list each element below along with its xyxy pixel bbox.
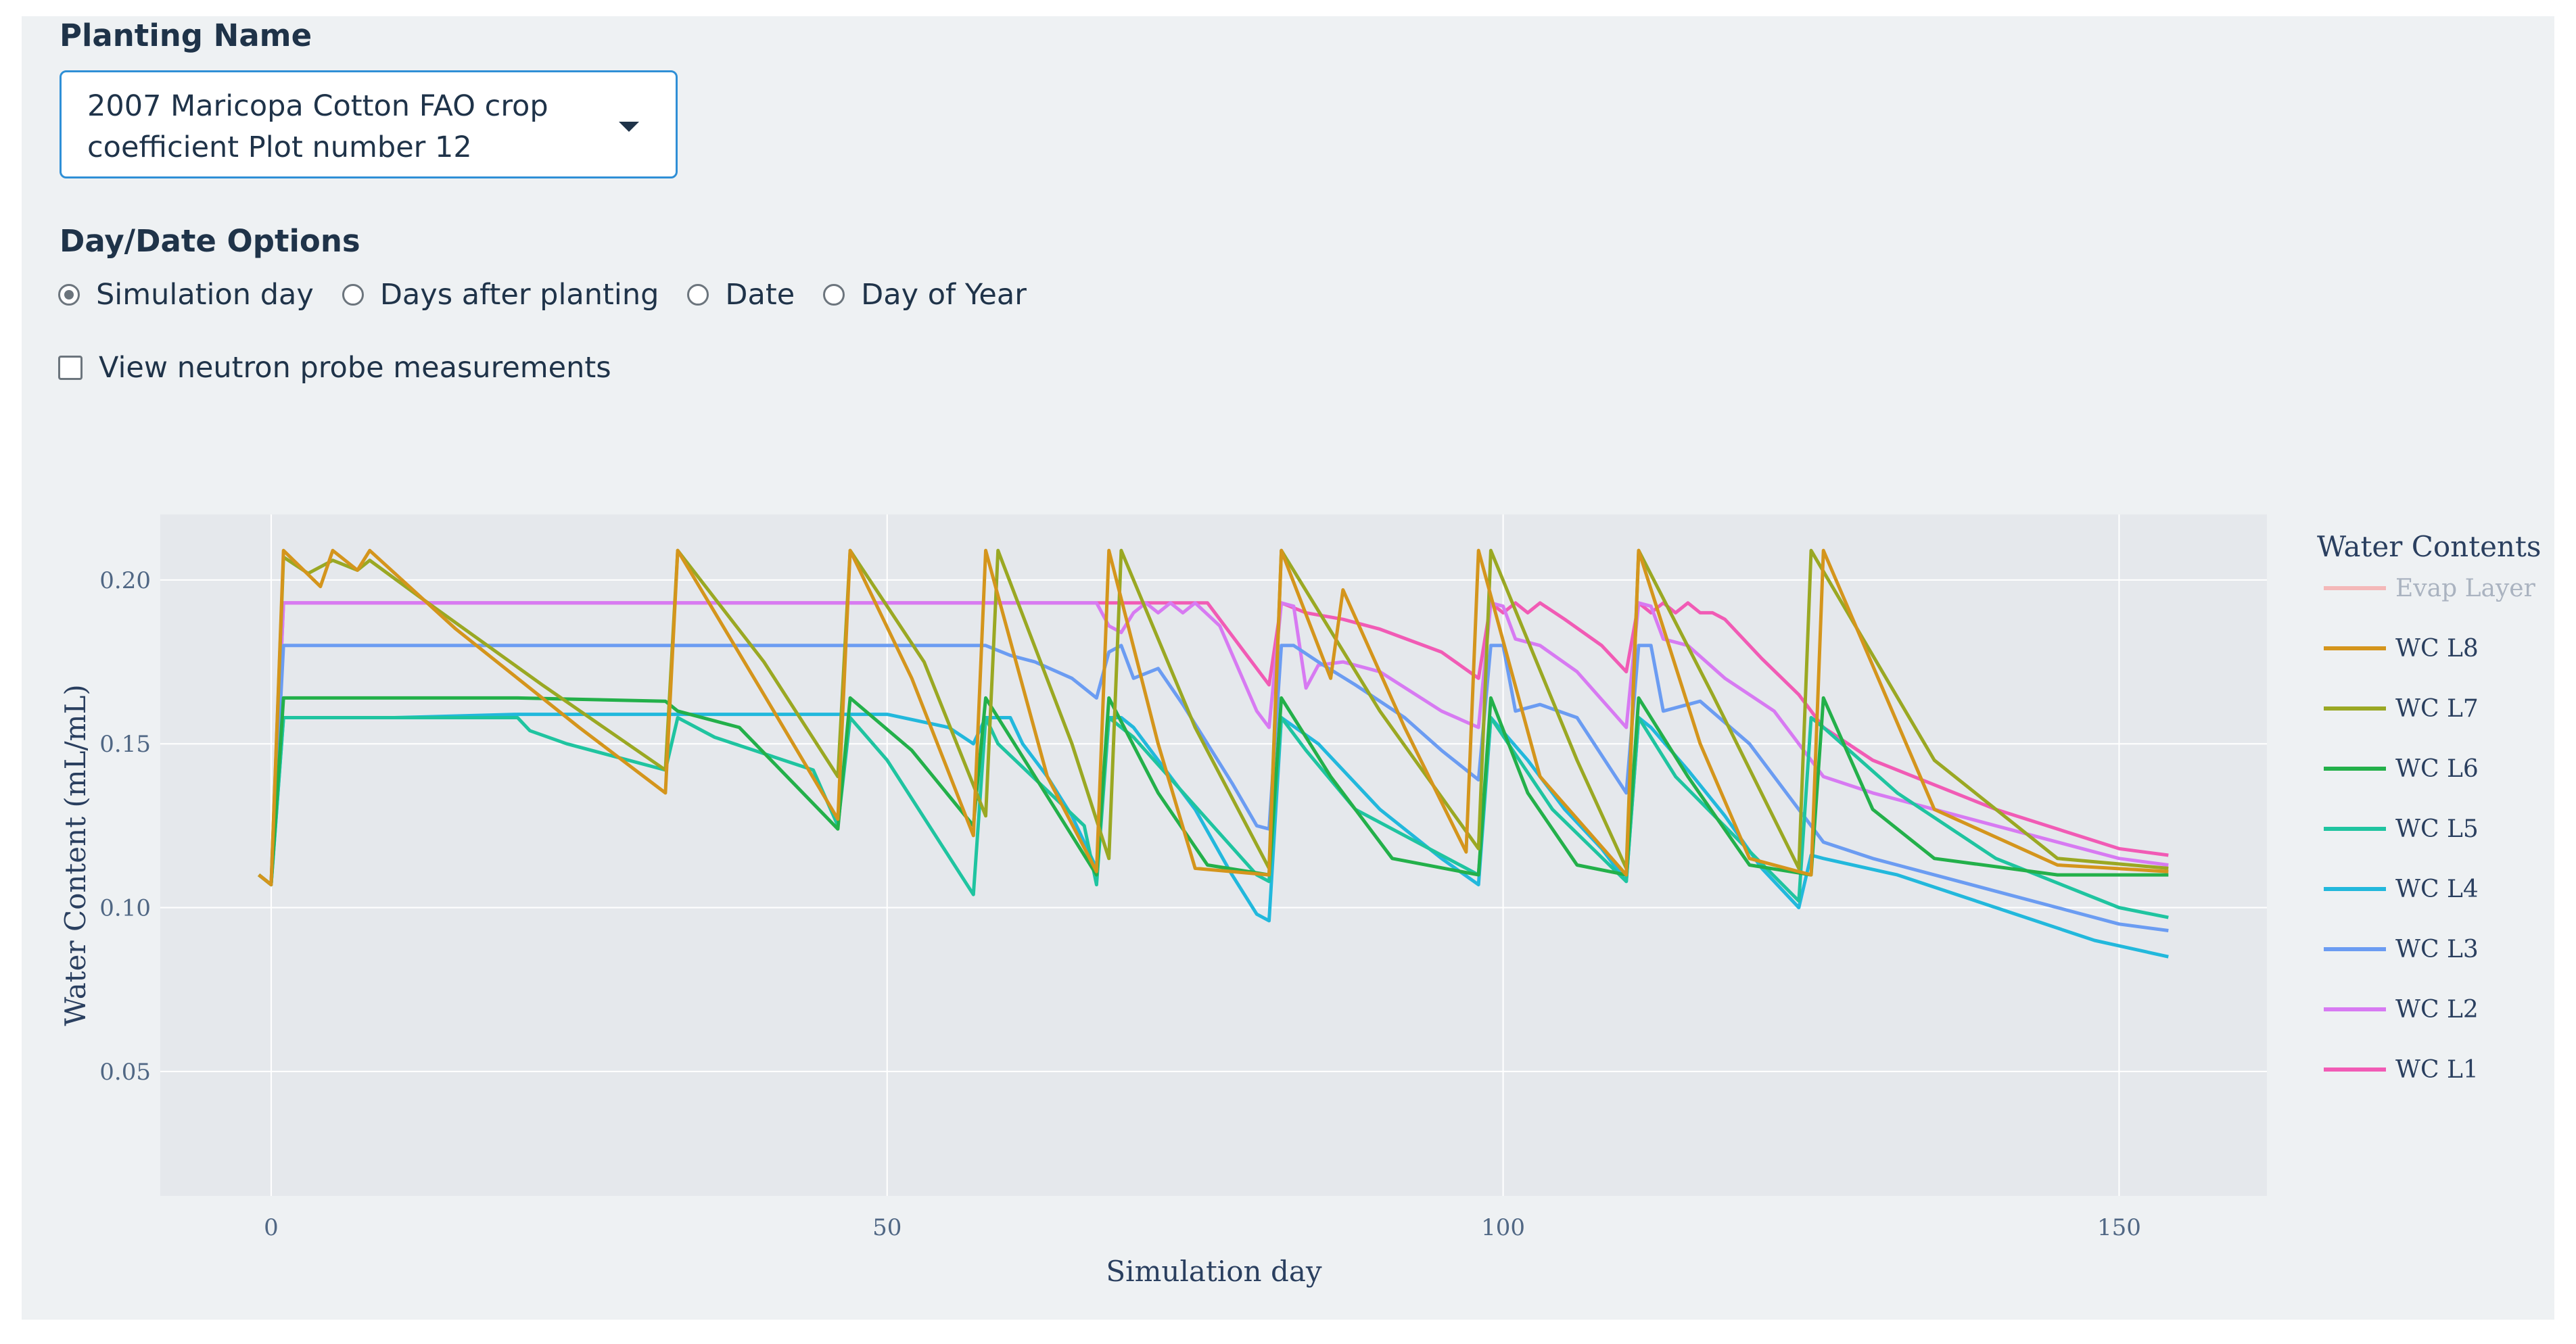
- x-tick-label: 150: [2097, 1214, 2141, 1241]
- legend-label: Evap Layer: [2395, 575, 2536, 602]
- series-lines: [258, 548, 2169, 959]
- radio-option-days-after-planting[interactable]: Days after planting: [342, 278, 659, 312]
- legend-item[interactable]: WC L2: [2324, 996, 2479, 1024]
- y-tick-label: 0.05: [99, 1059, 151, 1086]
- planting-name-label: Planting Name: [60, 18, 312, 53]
- legend-label: WC L2: [2395, 996, 2479, 1024]
- legend: Water Contents Evap Layer WC L8 WC L7 WC L6…: [2317, 530, 2541, 1084]
- planting-name-selected-value: 2007 Maricopa Cotton FAO crop coefficien…: [87, 89, 548, 164]
- y-axis-title: Water Content (mL/mL): [59, 684, 92, 1026]
- planting-name-dropdown[interactable]: 2007 Maricopa Cotton FAO crop coefficien…: [60, 70, 678, 178]
- x-tick-label: 50: [872, 1214, 901, 1241]
- x-axis-title: Simulation day: [1106, 1255, 1321, 1288]
- y-tick-label: 0.15: [99, 731, 151, 758]
- neutron-probe-label: View neutron probe measurements: [99, 351, 611, 385]
- radio-button[interactable]: [823, 284, 845, 306]
- legend-label: WC L5: [2395, 815, 2479, 843]
- radio-label: Simulation day: [96, 278, 314, 312]
- legend-label: WC L1: [2395, 1056, 2479, 1084]
- x-tick-label: 0: [264, 1214, 279, 1241]
- legend-label: WC L7: [2395, 695, 2479, 723]
- series-line-wc-l6: [258, 696, 2169, 887]
- legend-item[interactable]: WC L3: [2324, 936, 2479, 963]
- legend-item[interactable]: WC L5: [2324, 815, 2479, 843]
- legend-label: WC L4: [2395, 875, 2479, 903]
- radio-label: Date: [725, 278, 795, 312]
- chevron-down-icon[interactable]: [619, 122, 639, 132]
- axes: 0 50 100 150 0.05 0.10 0.15 0.20: [99, 567, 2141, 1241]
- y-tick-label: 0.20: [99, 567, 151, 594]
- legend-label: WC L3: [2395, 936, 2479, 963]
- series-line-wc-l4: [258, 713, 2169, 959]
- day-date-radio-group: Simulation day Days after planting Date …: [58, 274, 1055, 315]
- radio-button[interactable]: [58, 284, 80, 306]
- plot-area: [160, 514, 2267, 1196]
- series-line-wc-l3: [258, 644, 2169, 932]
- radio-option-day-of-year[interactable]: Day of Year: [823, 278, 1027, 312]
- legend-item[interactable]: WC L4: [2324, 875, 2479, 903]
- neutron-probe-checkbox[interactable]: [58, 356, 83, 380]
- neutron-probe-option[interactable]: View neutron probe measurements: [58, 347, 611, 388]
- legend-item[interactable]: WC L1: [2324, 1056, 2479, 1084]
- legend-label: WC L8: [2395, 635, 2479, 663]
- radio-button[interactable]: [342, 284, 364, 306]
- legend-label: WC L6: [2395, 755, 2479, 783]
- series-line-wc-l8: [258, 548, 2169, 887]
- legend-item[interactable]: WC L7: [2324, 695, 2479, 723]
- legend-title: Water Contents: [2317, 530, 2541, 563]
- legend-item[interactable]: Evap Layer: [2324, 575, 2536, 602]
- radio-option-date[interactable]: Date: [687, 278, 795, 312]
- radio-label: Days after planting: [379, 278, 659, 312]
- day-date-options-label: Day/Date Options: [60, 223, 360, 259]
- radio-option-simulation-day[interactable]: Simulation day: [58, 278, 314, 312]
- series-line-wc-l7: [258, 548, 2169, 887]
- series-line-wc-l1: [258, 601, 2169, 887]
- radio-label: Day of Year: [861, 278, 1027, 312]
- legend-item[interactable]: WC L6: [2324, 755, 2479, 783]
- y-tick-label: 0.10: [99, 895, 151, 922]
- legend-item[interactable]: WC L8: [2324, 635, 2479, 663]
- radio-button[interactable]: [687, 284, 709, 306]
- x-tick-label: 100: [1481, 1214, 1525, 1241]
